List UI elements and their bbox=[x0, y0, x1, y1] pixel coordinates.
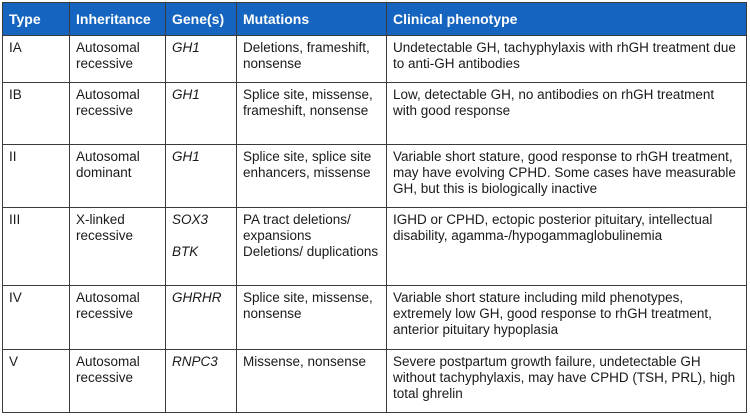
cell-genes: SOX3 BTK bbox=[165, 207, 237, 286]
table-body: IA Autosomal recessive GH1 Deletions, fr… bbox=[2, 35, 747, 413]
table-row: III X-linked recessive SOX3 BTK PA tract… bbox=[2, 207, 747, 286]
cell-mutations: Missense, nonsense bbox=[236, 349, 387, 413]
mutation-text: Splice site, missense, frameshift, nonse… bbox=[243, 87, 373, 118]
cell-phenotype: IGHD or CPHD, ectopic posterior pituitar… bbox=[386, 207, 747, 286]
cell-inheritance: Autosomal dominant bbox=[69, 144, 166, 208]
header-genes: Gene(s) bbox=[165, 2, 237, 36]
cell-mutations: Splice site, missense, nonsense bbox=[236, 285, 387, 350]
cell-mutations: PA tract deletions/ expansions Deletions… bbox=[236, 207, 387, 286]
cell-genes: GHRHR bbox=[165, 285, 237, 350]
cell-phenotype: Variable short stature, good response to… bbox=[386, 144, 747, 208]
mutation-text: Deletions/ duplications bbox=[243, 244, 379, 259]
gene-name: GH1 bbox=[172, 40, 200, 55]
cell-phenotype: Severe postpartum growth failure, undete… bbox=[386, 349, 747, 413]
cell-inheritance: Autosomal recessive bbox=[69, 82, 166, 145]
cell-genes: GH1 bbox=[165, 82, 237, 145]
table-row: IV Autosomal recessive GHRHR Splice site… bbox=[2, 285, 747, 350]
gene-name: GH1 bbox=[172, 87, 200, 102]
cell-inheritance: Autosomal recessive bbox=[69, 285, 166, 350]
gene-spacer bbox=[172, 228, 230, 244]
mutation-text: Deletions, frameshift, nonsense bbox=[243, 40, 370, 71]
header-mutations: Mutations bbox=[236, 2, 387, 36]
mutation-text: Missense, nonsense bbox=[243, 354, 367, 369]
cell-type: IA bbox=[2, 35, 70, 83]
header-inheritance: Inheritance bbox=[69, 2, 166, 36]
mutation-text: Splice site, missense, nonsense bbox=[243, 290, 373, 321]
cell-genes: RNPC3 bbox=[165, 349, 237, 413]
table-row: V Autosomal recessive RNPC3 Missense, no… bbox=[2, 349, 747, 413]
cell-phenotype: Low, detectable GH, no antibodies on rhG… bbox=[386, 82, 747, 145]
header-phenotype: Clinical phenotype bbox=[386, 2, 747, 36]
cell-phenotype: Undetectable GH, tachyphylaxis with rhGH… bbox=[386, 35, 747, 83]
cell-type: II bbox=[2, 144, 70, 208]
table-row: IA Autosomal recessive GH1 Deletions, fr… bbox=[2, 35, 747, 83]
ighd-types-table: Type Inheritance Gene(s) Mutations Clini… bbox=[2, 2, 747, 413]
cell-mutations: Splice site, splice site enhancers, miss… bbox=[236, 144, 387, 208]
gene-name: RNPC3 bbox=[172, 354, 218, 369]
table-row: IB Autosomal recessive GH1 Splice site, … bbox=[2, 82, 747, 145]
gene-name: GHRHR bbox=[172, 290, 222, 305]
cell-inheritance: X-linked recessive bbox=[69, 207, 166, 286]
cell-mutations: Deletions, frameshift, nonsense bbox=[236, 35, 387, 83]
mutation-text: PA tract deletions/ expansions bbox=[243, 212, 351, 243]
cell-inheritance: Autosomal recessive bbox=[69, 349, 166, 413]
cell-type: V bbox=[2, 349, 70, 413]
header-type: Type bbox=[2, 2, 70, 36]
gene-name: GH1 bbox=[172, 149, 200, 164]
cell-mutations: Splice site, missense, frameshift, nonse… bbox=[236, 82, 387, 145]
table-row: II Autosomal dominant GH1 Splice site, s… bbox=[2, 144, 747, 208]
table-header: Type Inheritance Gene(s) Mutations Clini… bbox=[2, 2, 747, 36]
cell-inheritance: Autosomal recessive bbox=[69, 35, 166, 83]
cell-genes: GH1 bbox=[165, 144, 237, 208]
gene-name: SOX3 bbox=[172, 212, 209, 227]
cell-type: III bbox=[2, 207, 70, 286]
cell-type: IV bbox=[2, 285, 70, 350]
cell-type: IB bbox=[2, 82, 70, 145]
mutation-text: Splice site, splice site enhancers, miss… bbox=[243, 149, 372, 180]
header-row: Type Inheritance Gene(s) Mutations Clini… bbox=[2, 2, 747, 36]
cell-phenotype: Variable short stature including mild ph… bbox=[386, 285, 747, 350]
cell-genes: GH1 bbox=[165, 35, 237, 83]
gene-name: BTK bbox=[172, 244, 199, 259]
